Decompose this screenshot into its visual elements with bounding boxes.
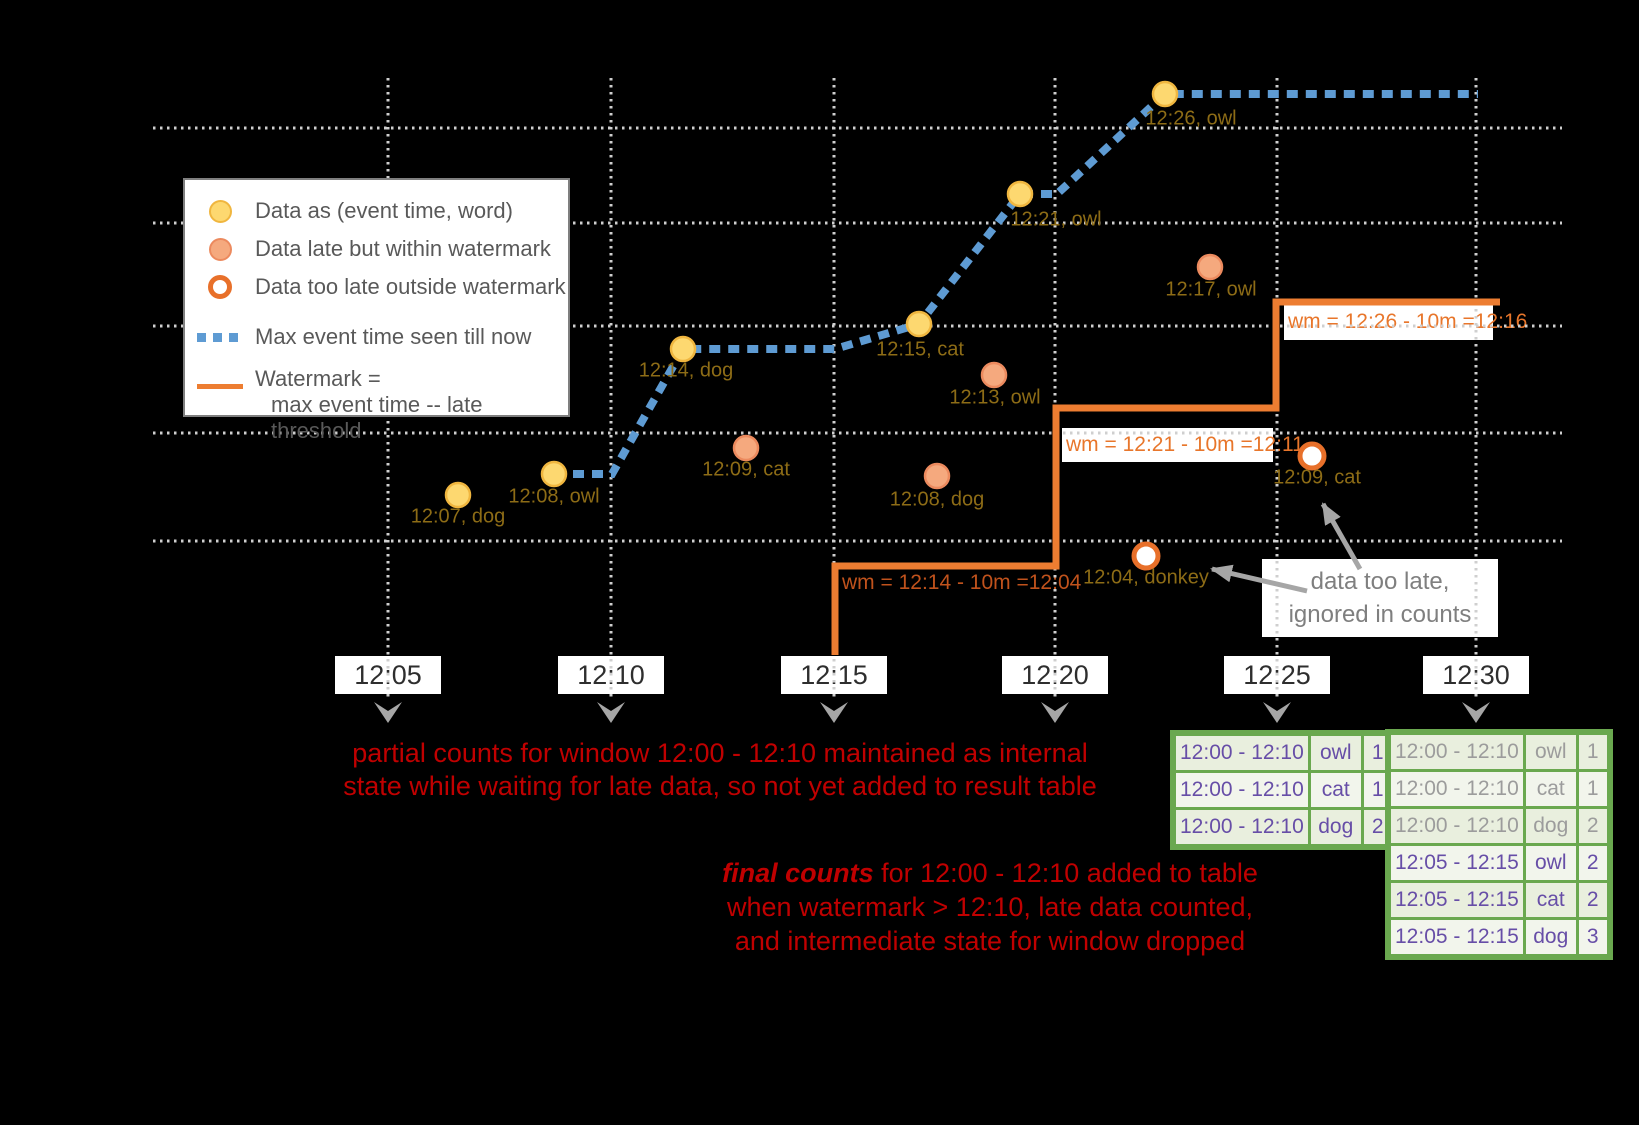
legend-item-late: Data late but within watermark bbox=[185, 230, 568, 268]
axis-label-1230: 12:30 bbox=[1423, 656, 1529, 694]
legend-item-label: Data late but within watermark bbox=[255, 236, 551, 261]
watermark-label-line2: max event time -- late threshold bbox=[271, 392, 483, 443]
data-point-late bbox=[732, 434, 760, 462]
max-event-time-line bbox=[554, 90, 1478, 478]
data-point-ontime bbox=[540, 460, 568, 488]
too-late-note-line1: data too late, bbox=[1310, 568, 1450, 595]
too-late-note: data too late, ignored in counts bbox=[1262, 559, 1498, 637]
data-point-toolate bbox=[1131, 541, 1161, 571]
down-arrow-icon bbox=[1041, 702, 1069, 723]
watermark-step-label-3: wm = 12:26 - 10m =12:16 bbox=[1284, 304, 1527, 340]
legend-item-ontime: Data as (event time, word) bbox=[185, 192, 568, 230]
axis-label-1225: 12:25 bbox=[1224, 656, 1330, 694]
data-point-ontime bbox=[669, 335, 697, 363]
legend: Data as (event time, word) Data late but… bbox=[183, 178, 570, 443]
legend-item-label: Watermark = max event time -- late thres… bbox=[255, 366, 568, 444]
watermark-label-line1: Watermark = bbox=[255, 366, 381, 391]
watermark-line bbox=[831, 298, 1500, 655]
too-late-note-line2: ignored in counts bbox=[1288, 601, 1472, 628]
ontime-dot-icon bbox=[185, 199, 255, 223]
axis-arrows bbox=[374, 702, 1490, 723]
legend-item-watermark: Watermark = max event time -- late thres… bbox=[185, 366, 568, 444]
note-arrow bbox=[1210, 564, 1308, 594]
toolate-ring-icon bbox=[185, 275, 255, 299]
late-dot-icon bbox=[185, 237, 255, 261]
legend-item-max-event-time: Max event time seen till now bbox=[185, 318, 568, 356]
down-arrow-icon bbox=[597, 702, 625, 723]
data-point-late bbox=[1196, 253, 1224, 281]
dashed-line-icon bbox=[185, 332, 255, 342]
watermark-step-label-2: wm = 12:21 - 10m =12:11 bbox=[1062, 428, 1304, 462]
down-arrow-icon bbox=[374, 702, 402, 723]
series-lines bbox=[554, 90, 1500, 655]
legend-item-label: Data too late outside watermark bbox=[255, 274, 566, 299]
watermark-step-label-1: wm = 12:14 - 10m =12:04 bbox=[842, 571, 1082, 594]
data-point-ontime bbox=[905, 310, 933, 338]
data-point-ontime bbox=[444, 481, 472, 509]
axis-label-1220: 12:20 bbox=[1002, 656, 1108, 694]
data-point-toolate bbox=[1297, 441, 1327, 471]
legend-item-toolate: Data too late outside watermark bbox=[185, 268, 568, 306]
down-arrow-icon bbox=[1263, 702, 1291, 723]
data-point-late bbox=[980, 361, 1008, 389]
note-arrow bbox=[1320, 502, 1363, 571]
data-points bbox=[444, 80, 1327, 571]
legend-item-label: Data as (event time, word) bbox=[255, 198, 513, 223]
legend-item-label: Max event time seen till now bbox=[255, 324, 532, 349]
down-arrow-icon bbox=[1462, 702, 1490, 723]
down-arrow-icon bbox=[820, 702, 848, 723]
solid-line-icon bbox=[185, 384, 255, 389]
data-point-ontime bbox=[1006, 180, 1034, 208]
pointer-arrows bbox=[1210, 502, 1363, 594]
data-point-ontime bbox=[1151, 80, 1179, 108]
data-point-late bbox=[923, 462, 951, 490]
